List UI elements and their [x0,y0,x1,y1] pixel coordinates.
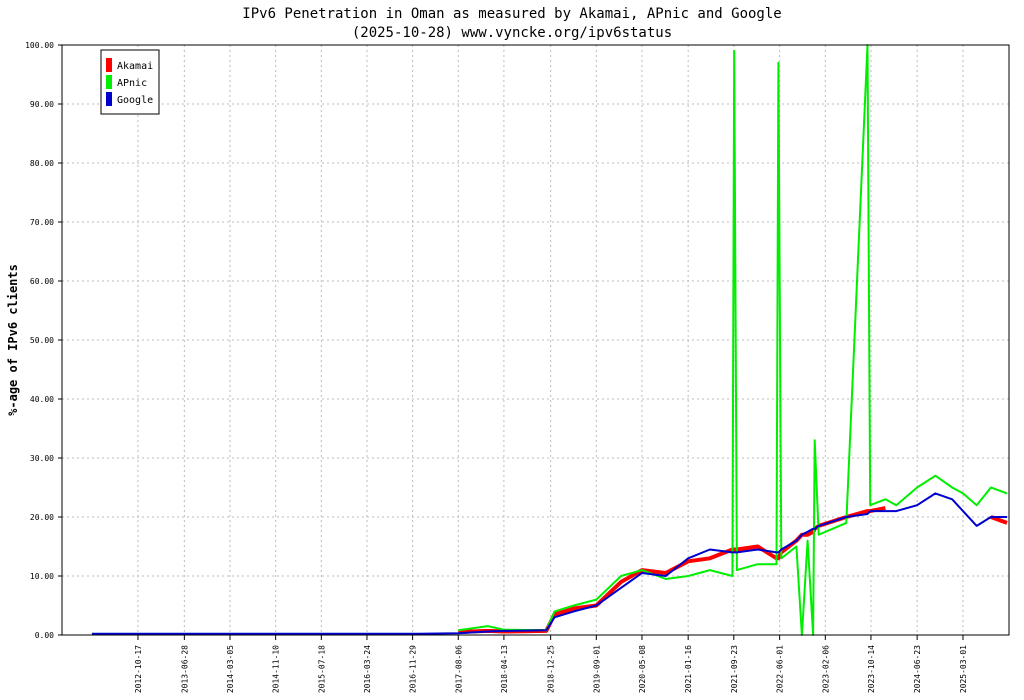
legend-label: Akamai [117,61,153,72]
legend-swatch [106,75,112,89]
y-tick-label: 30.00 [30,454,54,463]
axes: 0.00 10.00 20.00 30.00 40.00 50.00 60.00 70.00 8… [25,41,968,693]
x-tick-label: 2016-03-24 [363,645,372,693]
plot [91,44,1008,636]
legend-swatch [106,92,112,106]
x-tick-label: 2024-06-23 [913,645,922,693]
legend-swatch [106,58,112,72]
x-tick-label: 2018-04-13 [500,645,509,693]
x-tick-label: 2021-09-23 [730,645,739,693]
x-tick-label: 2023-10-14 [867,645,876,693]
legend-label: Google [117,95,153,106]
x-tick-label: 2013-06-28 [180,645,189,693]
x-tick-label: 2012-10-17 [134,645,143,693]
chart-subtitle: (2025-10-28) www.vyncke.org/ipv6status [352,25,672,41]
legend: Akamai APnic Google [100,49,160,115]
y-axis-label: %-age of IPv6 clients [6,264,20,416]
x-tick-label: 2023-02-06 [821,645,830,693]
y-tick-label: 10.00 [30,572,54,581]
y-tick-label: 80.00 [30,159,54,168]
x-tick-label: 2018-12-25 [547,645,556,693]
x-tick-label: 2017-08-06 [454,645,463,693]
x-tick-label: 2014-11-10 [272,645,281,693]
x-tick-label: 2019-09-01 [592,645,601,693]
y-tick-label: 90.00 [30,100,54,109]
series-line [458,44,1008,636]
x-tick-label: 2021-01-16 [684,645,693,693]
y-tick-label: 50.00 [30,336,54,345]
x-tick-label: 2020-05-08 [638,645,647,693]
x-tick-label: 2025-03-01 [959,645,968,693]
legend-label: APnic [117,78,147,89]
chart-title: IPv6 Penetration in Oman as measured by … [242,6,781,22]
series-line [91,492,1007,635]
y-tick-label: 0.00 [35,631,54,640]
x-tick-label: 2015-07-18 [317,645,326,693]
x-tick-label: 2014-03-05 [226,645,235,693]
y-tick-label: 20.00 [30,513,54,522]
y-tick-label: 70.00 [30,218,54,227]
y-tick-label: 100.00 [25,41,54,50]
y-tick-label: 60.00 [30,277,54,286]
x-tick-label: 2022-06-01 [776,645,785,693]
y-tick-label: 40.00 [30,395,54,404]
x-tick-label: 2016-11-29 [409,645,418,693]
